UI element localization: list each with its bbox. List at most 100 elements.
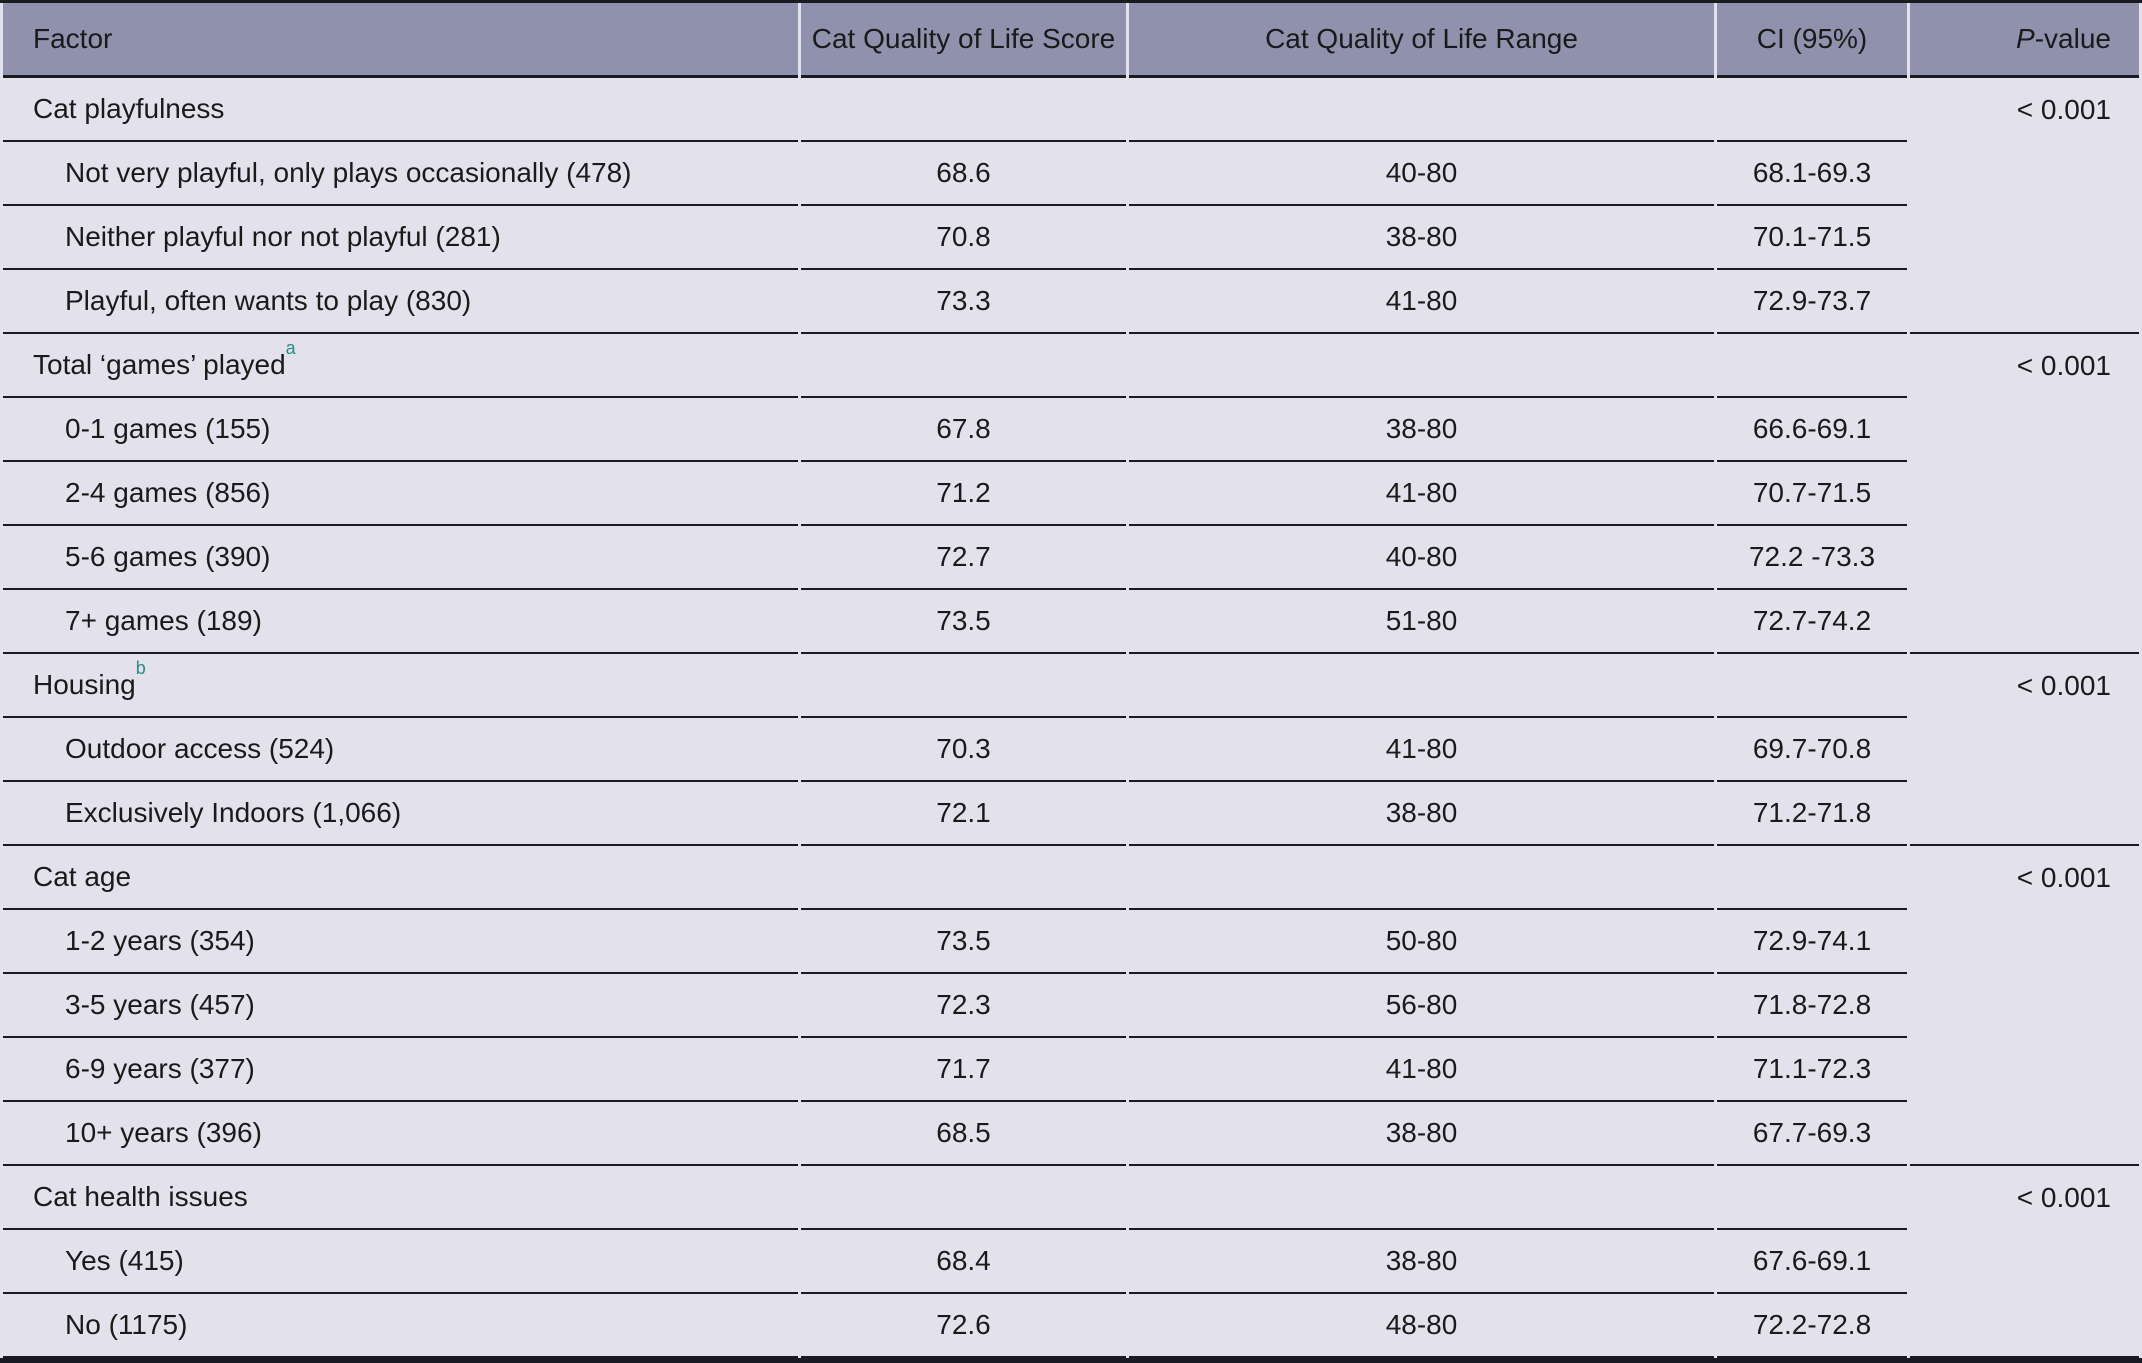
factor-section: Total ‘games’ playeda < 0.001 0-1 games (1…	[3, 334, 2139, 654]
footnote-marker-a[interactable]: a	[285, 337, 296, 358]
range-cell: 41-80	[1129, 270, 1714, 334]
factor-cell: Total ‘games’ playeda	[3, 334, 798, 398]
spacer-cell	[1717, 334, 1907, 398]
p-value-cell: < 0.001	[1910, 1166, 2139, 1358]
score-cell: 73.3	[801, 270, 1126, 334]
p-value-cell: < 0.001	[1910, 334, 2139, 654]
row-label-cell: Exclusively Indoors (1,066)	[3, 782, 798, 846]
spacer-cell	[1129, 334, 1714, 398]
range-cell: 41-80	[1129, 462, 1714, 526]
row-label-cell: 7+ games (189)	[3, 590, 798, 654]
score-cell: 70.3	[801, 718, 1126, 782]
score-cell: 72.7	[801, 526, 1126, 590]
p-value-cell: < 0.001	[1910, 846, 2139, 1166]
footnote-marker-b[interactable]: b	[135, 657, 146, 678]
spacer-cell	[1717, 78, 1907, 142]
factor-cell: Housingb	[3, 654, 798, 718]
row-label-cell: 3-5 years (457)	[3, 974, 798, 1038]
spacer-cell	[801, 78, 1126, 142]
section-header-row: Cat age < 0.001	[3, 846, 2139, 1166]
row-label-cell: 5-6 games (390)	[3, 526, 798, 590]
ci-cell: 67.7-69.3	[1717, 1102, 1907, 1166]
table-row: 2-4 games (856) 71.2 41-80 70.7-71.5	[3, 462, 2139, 526]
spacer-cell	[801, 846, 1126, 910]
row-label-cell: Neither playful nor not playful (281)	[3, 206, 798, 270]
row-label-cell: Not very playful, only plays occasionall…	[3, 142, 798, 206]
factor-section: Housingb < 0.001 Outdoor access (524) 70.3 4…	[3, 654, 2139, 846]
score-cell: 71.2	[801, 462, 1126, 526]
range-cell: 56-80	[1129, 974, 1714, 1038]
table-row: Neither playful nor not playful (281) 70.…	[3, 206, 2139, 270]
score-cell: 73.5	[801, 910, 1126, 974]
column-header-qol-score: Cat Quality of Life Score	[801, 3, 1126, 78]
column-header-p-value: P-value	[1910, 3, 2139, 78]
score-cell: 67.8	[801, 398, 1126, 462]
table-row: 3-5 years (457) 72.3 56-80 71.8-72.8	[3, 974, 2139, 1038]
row-label-cell: Playful, often wants to play (830)	[3, 270, 798, 334]
p-value-cell: < 0.001	[1910, 78, 2139, 334]
section-header-row: Total ‘games’ playeda < 0.001	[3, 334, 2139, 654]
row-label-cell: 10+ years (396)	[3, 1102, 798, 1166]
table-row: Exclusively Indoors (1,066) 72.1 38-80 71.2…	[3, 782, 2139, 846]
ci-cell: 70.1-71.5	[1717, 206, 1907, 270]
table-header-row: Factor Cat Quality of Life Score Cat Qua…	[3, 3, 2139, 78]
row-label-cell: 0-1 games (155)	[3, 398, 798, 462]
ci-cell: 71.8-72.8	[1717, 974, 1907, 1038]
factor-section: Cat health issues < 0.001 Yes (415) 68.4 38-…	[3, 1166, 2139, 1358]
spacer-cell	[1717, 846, 1907, 910]
range-cell: 50-80	[1129, 910, 1714, 974]
ci-cell: 72.7-74.2	[1717, 590, 1907, 654]
spacer-cell	[1129, 1166, 1714, 1230]
score-cell: 72.3	[801, 974, 1126, 1038]
factor-section: Cat age < 0.001 1-2 years (354) 73.5 50-80 72…	[3, 846, 2139, 1166]
spacer-cell	[1129, 78, 1714, 142]
row-label-cell: No (1175)	[3, 1294, 798, 1358]
score-cell: 68.6	[801, 142, 1126, 206]
score-cell: 68.4	[801, 1230, 1126, 1294]
score-cell: 70.8	[801, 206, 1126, 270]
row-label-cell: 2-4 games (856)	[3, 462, 798, 526]
score-cell: 71.7	[801, 1038, 1126, 1102]
table-row: 6-9 years (377) 71.7 41-80 71.1-72.3	[3, 1038, 2139, 1102]
spacer-cell	[801, 654, 1126, 718]
range-cell: 38-80	[1129, 782, 1714, 846]
spacer-cell	[1717, 1166, 1907, 1230]
table-row: 0-1 games (155) 67.8 38-80 66.6-69.1	[3, 398, 2139, 462]
range-cell: 38-80	[1129, 206, 1714, 270]
score-cell: 73.5	[801, 590, 1126, 654]
spacer-cell	[801, 1166, 1126, 1230]
row-label-cell: Outdoor access (524)	[3, 718, 798, 782]
spacer-cell	[801, 334, 1126, 398]
table-row: 10+ years (396) 68.5 38-80 67.7-69.3	[3, 1102, 2139, 1166]
section-header-row: Cat playfulness < 0.001	[3, 78, 2139, 334]
range-cell: 40-80	[1129, 526, 1714, 590]
row-label-cell: 1-2 years (354)	[3, 910, 798, 974]
range-cell: 38-80	[1129, 1230, 1714, 1294]
column-header-ci: CI (95%)	[1717, 3, 1907, 78]
section-header-row: Housingb < 0.001	[3, 654, 2139, 846]
range-cell: 41-80	[1129, 718, 1714, 782]
range-cell: 51-80	[1129, 590, 1714, 654]
table-row: No (1175) 72.6 48-80 72.2-72.8	[3, 1294, 2139, 1358]
spacer-cell	[1717, 654, 1907, 718]
table-row: Yes (415) 68.4 38-80 67.6-69.1	[3, 1230, 2139, 1294]
ci-cell: 71.1-72.3	[1717, 1038, 1907, 1102]
ci-cell: 67.6-69.1	[1717, 1230, 1907, 1294]
ci-cell: 72.2 -73.3	[1717, 526, 1907, 590]
range-cell: 40-80	[1129, 142, 1714, 206]
score-cell: 68.5	[801, 1102, 1126, 1166]
range-cell: 38-80	[1129, 398, 1714, 462]
ci-cell: 71.2-71.8	[1717, 782, 1907, 846]
row-label-cell: 6-9 years (377)	[3, 1038, 798, 1102]
row-label-cell: Yes (415)	[3, 1230, 798, 1294]
ci-cell: 70.7-71.5	[1717, 462, 1907, 526]
score-cell: 72.1	[801, 782, 1126, 846]
table-row: Outdoor access (524) 70.3 41-80 69.7-70.8	[3, 718, 2139, 782]
range-cell: 48-80	[1129, 1294, 1714, 1358]
spacer-cell	[1129, 654, 1714, 718]
ci-cell: 72.9-73.7	[1717, 270, 1907, 334]
p-value-italic-p: P	[2016, 23, 2035, 54]
factor-cell: Cat playfulness	[3, 78, 798, 142]
range-cell: 41-80	[1129, 1038, 1714, 1102]
